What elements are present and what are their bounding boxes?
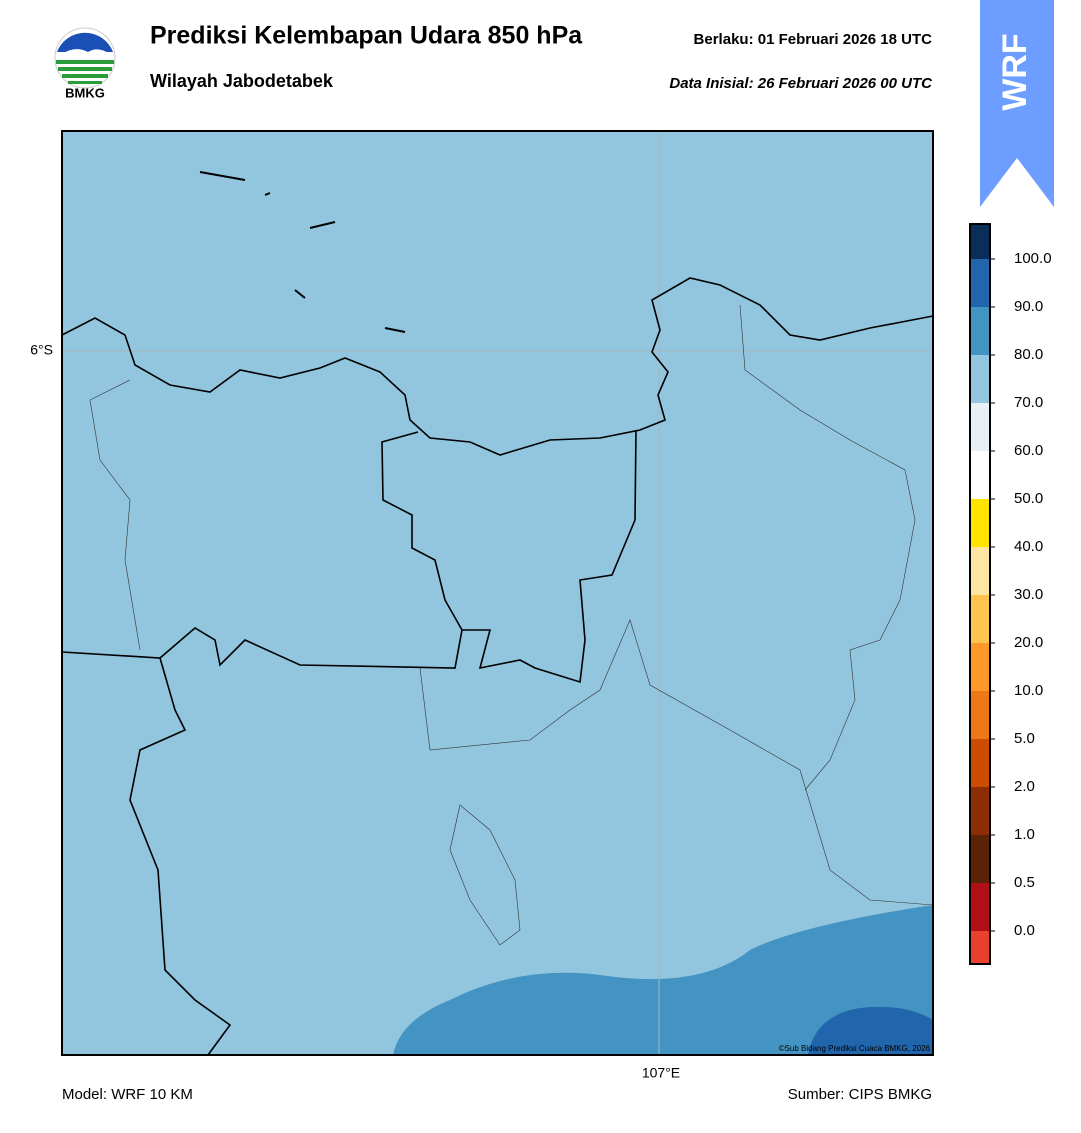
colorbar-label: 0.5	[1014, 874, 1035, 891]
colorbar-label: 50.0	[1014, 490, 1043, 507]
wrf-badge: WRF	[980, 0, 1054, 207]
colorbar-segment	[970, 931, 990, 964]
colorbar-label: 10.0	[1014, 682, 1043, 699]
colorbar-label: 30.0	[1014, 586, 1043, 603]
footer-source: Sumber: CIPS BMKG	[788, 1086, 932, 1103]
colorbar-segment	[970, 224, 990, 259]
init-time: Data Inisial: 26 Februari 2026 00 UTC	[669, 75, 933, 92]
colorbar-label: 0.0	[1014, 922, 1035, 939]
title: Prediksi Kelembapan Udara 850 hPa	[150, 22, 583, 50]
colorbar-segment	[970, 355, 990, 403]
colorbar-segment	[970, 787, 990, 835]
colorbar-label: 2.0	[1014, 778, 1035, 795]
colorbar-label: 5.0	[1014, 730, 1035, 747]
badge-text: WRF	[996, 33, 1034, 110]
colorbar-label: 20.0	[1014, 634, 1043, 651]
colorbar-label: 80.0	[1014, 346, 1043, 363]
colorbar-segment	[970, 403, 990, 451]
colorbar-label: 1.0	[1014, 826, 1035, 843]
logo-text: BMKG	[65, 85, 105, 100]
colorbar-segment	[970, 259, 990, 307]
colorbar-segment	[970, 691, 990, 739]
colorbar-label: 100.0	[1014, 250, 1052, 267]
colorbar-segment	[970, 547, 990, 595]
colorbar-label: 70.0	[1014, 394, 1043, 411]
colorbar-segment	[970, 643, 990, 691]
colorbar-label: 90.0	[1014, 298, 1043, 315]
credit: ©Sub Bidang Prediksi Cuaca BMKG, 2026	[779, 1044, 931, 1053]
colorbar-segment	[970, 595, 990, 643]
valid-time: Berlaku: 01 Februari 2026 18 UTC	[694, 31, 933, 48]
map-panel: 6°S 107°E ©Sub Bidang Prediksi Cuaca BMK…	[30, 130, 934, 1081]
subtitle: Wilayah Jabodetabek	[150, 71, 334, 91]
colorbar-segment	[970, 835, 990, 883]
colorbar-frame	[969, 223, 991, 965]
colorbar-label: 60.0	[1014, 442, 1043, 459]
colorbar-segment	[970, 883, 990, 931]
lon-label: 107°E	[642, 1065, 680, 1081]
colorbar-segment	[970, 739, 990, 787]
colorbar-segment	[970, 451, 990, 499]
lat-label: 6°S	[30, 342, 53, 358]
colorbar-label: 40.0	[1014, 538, 1043, 555]
colorbar: 0.0 0.5 1.0 2.0 5.0 10.0 20.0 30.0 40.0 50.0 60.0 7…	[969, 223, 1052, 965]
bmkg-logo: BMKG	[54, 27, 116, 100]
colorbar-segment	[970, 499, 990, 547]
footer-model: Model: WRF 10 KM	[62, 1086, 193, 1103]
colorbar-segment	[970, 307, 990, 355]
